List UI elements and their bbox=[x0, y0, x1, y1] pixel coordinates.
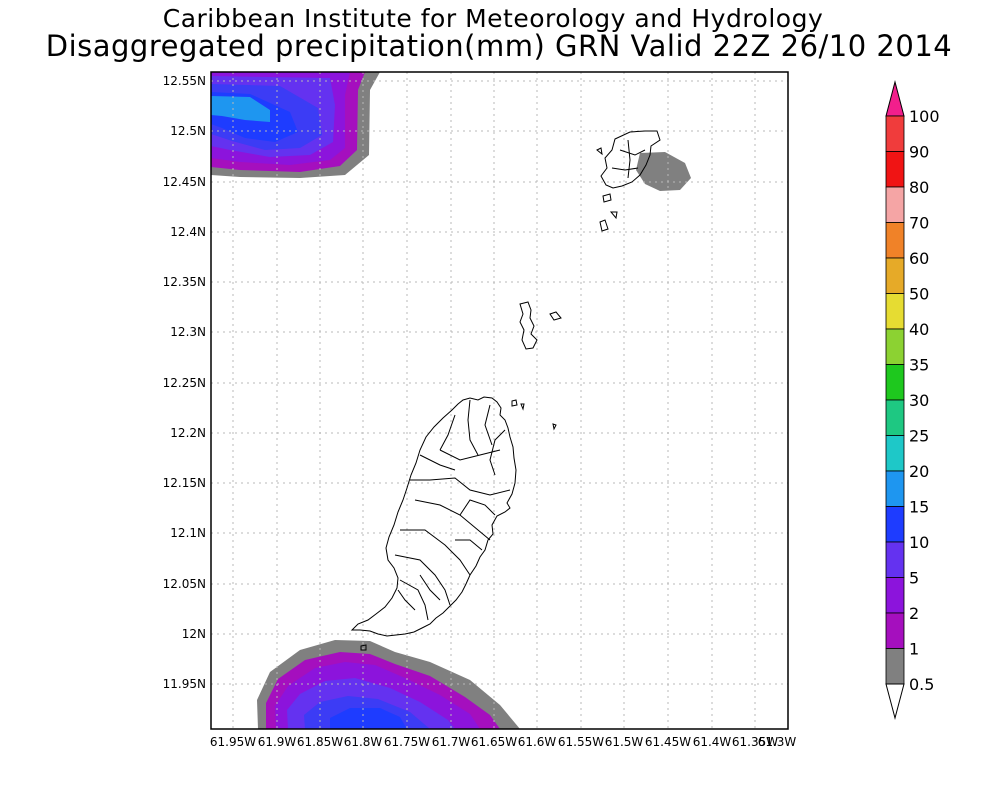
carriacou-island bbox=[519, 301, 538, 350]
lat-tick: 12.45N bbox=[163, 175, 206, 189]
lat-tick: 12N bbox=[182, 627, 206, 641]
colorbar-label: 50 bbox=[909, 285, 929, 304]
colorbar-swatch bbox=[885, 151, 905, 188]
colorbar-swatch bbox=[885, 612, 905, 649]
lat-tick: 12.3N bbox=[170, 325, 206, 339]
lon-tick: 61.8W bbox=[344, 735, 383, 749]
colorbar-swatch bbox=[885, 222, 905, 259]
chart-title: Caribbean Institute for Meteorology and … bbox=[162, 4, 824, 33]
colorbar-label: 60 bbox=[909, 249, 929, 268]
lat-tick: 12.15N bbox=[163, 476, 206, 490]
colorbar-arrow-top bbox=[885, 80, 905, 117]
map-gridlines bbox=[211, 72, 788, 729]
lon-tick: 61.4W bbox=[693, 735, 732, 749]
lat-tick: 12.5N bbox=[170, 124, 206, 138]
colorbar-label: 70 bbox=[909, 214, 929, 233]
colorbar-label: 80 bbox=[909, 178, 929, 197]
precipitation-field bbox=[211, 72, 691, 729]
colorbar-swatch bbox=[885, 399, 905, 436]
colorbar-swatch bbox=[885, 648, 905, 685]
colorbar-swatch bbox=[885, 577, 905, 614]
colorbar-label: 90 bbox=[909, 143, 929, 162]
colorbar-label: 25 bbox=[909, 427, 929, 446]
lat-tick: 12.1N bbox=[170, 526, 206, 540]
colorbar-label: 100 bbox=[909, 107, 940, 126]
chart-subtitle: Disaggregated precipitation(mm) GRN Vali… bbox=[45, 29, 953, 63]
precip-cell-northeast bbox=[636, 152, 691, 191]
colorbar-swatch bbox=[885, 115, 905, 152]
precip-cell-northwest bbox=[211, 72, 380, 178]
grenada-island bbox=[350, 396, 517, 637]
colorbar-label: 35 bbox=[909, 356, 929, 375]
lon-tick: 61.3W bbox=[758, 735, 797, 749]
longitude-axis: 61.95W 61.9W 61.85W 61.8W 61.75W 61.7W 6… bbox=[210, 735, 797, 749]
lon-tick: 61.65W bbox=[471, 735, 517, 749]
colorbar-label: 2 bbox=[909, 604, 919, 623]
colorbar-swatch bbox=[885, 470, 905, 507]
colorbar-label: 0.5 bbox=[909, 675, 934, 694]
lon-tick: 61.6W bbox=[518, 735, 557, 749]
lat-tick: 12.2N bbox=[170, 426, 206, 440]
colorbar-swatch bbox=[885, 186, 905, 223]
colorbar-arrow-bottom bbox=[885, 683, 905, 720]
colorbar-label: 40 bbox=[909, 320, 929, 339]
lat-tick: 12.35N bbox=[163, 275, 206, 289]
lon-tick: 61.7W bbox=[432, 735, 471, 749]
colorbar-label: 30 bbox=[909, 391, 929, 410]
colorbar-label: 15 bbox=[909, 498, 929, 517]
lat-tick: 12.55N bbox=[163, 74, 206, 88]
lon-tick: 61.85W bbox=[297, 735, 343, 749]
colorbar-swatch bbox=[885, 541, 905, 578]
colorbar-swatch bbox=[885, 364, 905, 401]
lon-tick: 61.95W bbox=[210, 735, 256, 749]
colorbar-label: 20 bbox=[909, 462, 929, 481]
colorbar-swatch bbox=[885, 328, 905, 365]
lon-tick: 61.35W bbox=[732, 735, 778, 749]
colorbar-label: 5 bbox=[909, 569, 919, 588]
lon-tick: 61.5W bbox=[605, 735, 644, 749]
colorbar-legend: 100 90 80 70 60 50 40 35 30 25 20 15 10 5 2 1 0.5 bbox=[885, 80, 940, 720]
colorbar-swatch bbox=[885, 435, 905, 472]
map-frame bbox=[210, 71, 789, 730]
lat-tick: 12.05N bbox=[163, 577, 206, 591]
colorbar-label: 10 bbox=[909, 533, 929, 552]
lat-tick: 12.4N bbox=[170, 225, 206, 239]
colorbar-label: 1 bbox=[909, 640, 919, 659]
colorbar-swatch bbox=[885, 506, 905, 543]
lon-tick: 61.45W bbox=[645, 735, 691, 749]
colorbar-swatch bbox=[885, 293, 905, 330]
lon-tick: 61.75W bbox=[384, 735, 430, 749]
lon-tick: 61.55W bbox=[558, 735, 604, 749]
lat-tick: 11.95N bbox=[163, 677, 206, 691]
lat-tick: 12.25N bbox=[163, 376, 206, 390]
lon-tick: 61.9W bbox=[258, 735, 297, 749]
colorbar-swatch bbox=[885, 257, 905, 294]
latitude-axis: 12.55N 12.5N 12.45N 12.4N 12.35N 12.3N 1… bbox=[163, 74, 206, 691]
coastlines bbox=[350, 130, 661, 651]
precip-cell-south bbox=[257, 640, 520, 729]
union-island bbox=[600, 130, 661, 189]
